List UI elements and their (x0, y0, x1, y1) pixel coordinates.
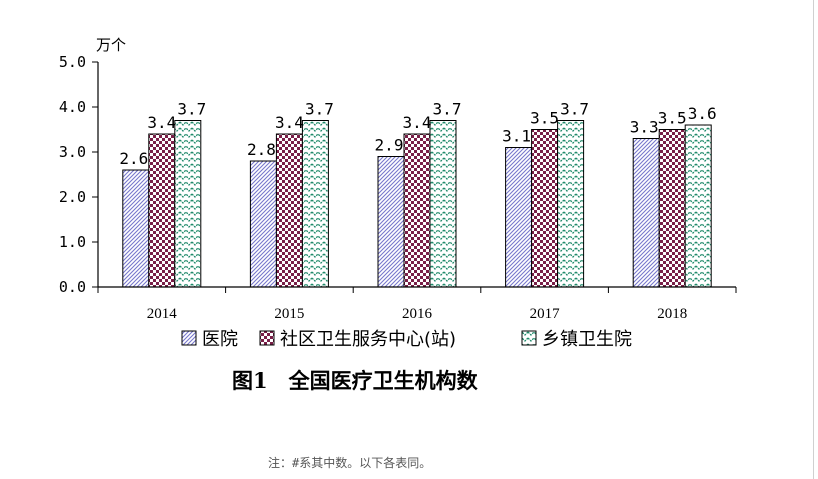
data-label: 3.7 (560, 100, 589, 119)
data-label: 3.1 (502, 127, 531, 146)
footnote: 注：#系其中数。以下各表同。 (268, 455, 431, 470)
bar (377, 156, 405, 288)
y-tick-label: 0.0 (59, 278, 86, 296)
data-label: 3.7 (305, 100, 334, 119)
legend-swatch-hospital (181, 330, 197, 346)
page-edge-line (813, 0, 814, 479)
y-tick-label: 5.0 (59, 53, 86, 71)
y-tick-label: 4.0 (59, 98, 86, 116)
data-label: 3.5 (530, 109, 559, 128)
data-labels: 2.63.43.72.83.43.72.93.43.73.13.5 3.73.3 3… (119, 100, 716, 169)
legend: 医院 社区卫生服务中心(站) 乡镇卫生院 (181, 329, 632, 350)
bar (174, 120, 202, 288)
x-tick-label: 2015 (274, 306, 304, 322)
x-tick-label: 2016 (402, 306, 433, 322)
data-label: 2.6 (119, 149, 148, 168)
x-tick-label: 2018 (657, 306, 687, 322)
y-tick-label: 3.0 (59, 143, 86, 161)
legend-swatch-township (521, 330, 537, 346)
x-tick-label: 2014 (147, 306, 178, 322)
data-label: 3.6 (688, 104, 717, 123)
bar (658, 129, 686, 288)
y-axis: 0.0 1.0 2.0 3.0 4.0 5.0 (59, 53, 99, 296)
data-label: 3.4 (147, 113, 176, 132)
bar (148, 133, 176, 288)
legend-label-township: 乡镇卫生院 (542, 329, 632, 350)
data-label: 3.4 (403, 113, 432, 132)
bar (429, 120, 457, 288)
bar (557, 120, 585, 288)
x-axis: 2014 2015 2016 2017 2018 (97, 286, 737, 322)
data-label: 3.3 (630, 118, 659, 137)
bar (632, 138, 660, 288)
bar (505, 147, 533, 288)
data-label: 3.7 (433, 100, 462, 119)
data-label: 2.9 (375, 136, 404, 155)
data-label: 3.4 (275, 113, 304, 132)
y-tick-label: 1.0 (59, 233, 86, 251)
bar (275, 133, 303, 288)
bar (403, 133, 431, 288)
data-label: 3.5 (658, 109, 687, 128)
bars (122, 120, 712, 288)
data-label: 3.7 (177, 100, 206, 119)
bar (301, 120, 329, 288)
bar (249, 160, 277, 288)
bar (684, 124, 712, 288)
legend-label-community: 社区卫生服务中心(站) (280, 329, 456, 350)
legend-swatch-community (259, 330, 275, 346)
bar (122, 169, 150, 288)
y-tick-label: 2.0 (59, 188, 86, 206)
chart-title: 图1 全国医疗卫生机构数 (232, 368, 479, 393)
y-axis-unit: 万个 (96, 36, 126, 54)
data-label: 2.8 (247, 140, 276, 159)
x-tick-label: 2017 (530, 306, 561, 322)
legend-label-hospital: 医院 (202, 329, 238, 350)
bar (531, 129, 559, 288)
